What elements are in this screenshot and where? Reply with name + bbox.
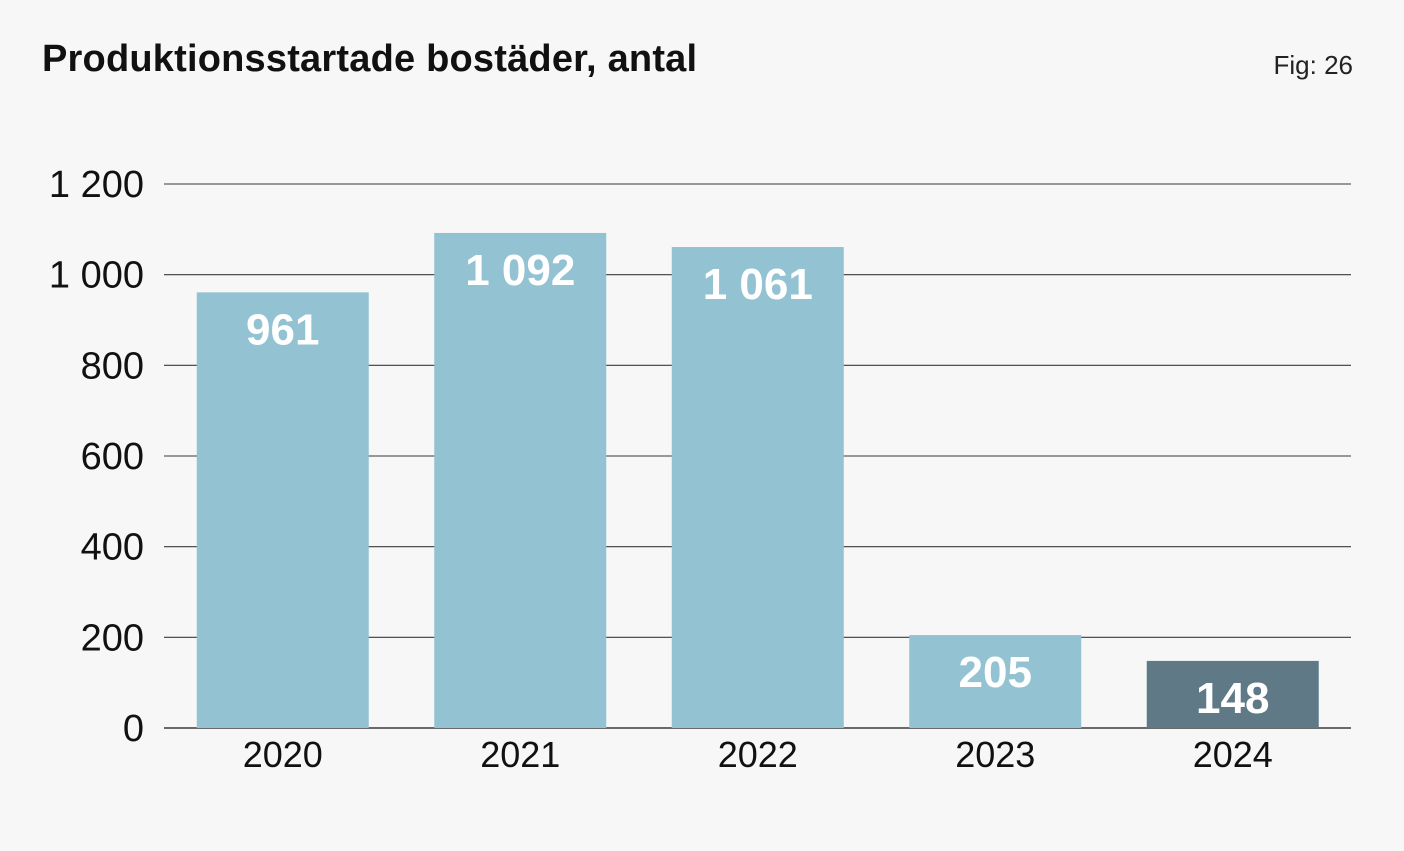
y-tick-label: 1 000	[49, 255, 144, 297]
bar-2021	[434, 232, 607, 728]
bar-value-label: 1 092	[465, 246, 575, 295]
y-tick-label: 600	[81, 436, 144, 478]
y-tick-label: 0	[123, 708, 144, 750]
y-tick-label: 200	[81, 617, 144, 659]
bar-value-label: 205	[959, 648, 1032, 697]
x-tick-label: 2022	[718, 734, 798, 775]
y-tick-label: 800	[81, 345, 144, 387]
y-axis-tick-labels: 0 200 400 600 800 1 000 1 200	[49, 164, 144, 750]
bar-2024	[1146, 660, 1319, 728]
x-tick-label: 2023	[955, 734, 1035, 775]
bar-2023	[909, 635, 1082, 728]
bar-2020	[196, 292, 369, 728]
bars	[196, 232, 1319, 728]
y-tick-label: 400	[81, 527, 144, 569]
x-axis-tick-labels: 2020 2021 2022 2023 2024	[243, 734, 1273, 775]
x-tick-label: 2021	[480, 734, 560, 775]
bar-2022	[671, 247, 844, 728]
figure-number-label: Fig: 26	[1273, 50, 1354, 80]
bar-value-label: 148	[1196, 674, 1269, 723]
x-tick-label: 2020	[243, 734, 323, 775]
bar-value-label: 961	[246, 305, 319, 354]
bar-value-label: 1 061	[703, 260, 813, 309]
chart-title: Produktionsstartade bostäder, antal	[42, 38, 698, 80]
y-tick-label: 1 200	[49, 164, 144, 206]
x-tick-label: 2024	[1193, 734, 1273, 775]
bar-value-labels: 961 1 092 1 061 205 148	[246, 246, 1269, 723]
